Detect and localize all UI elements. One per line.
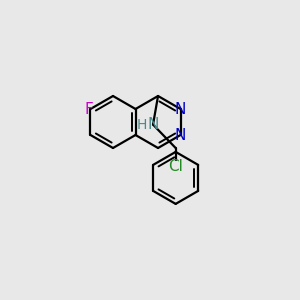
Text: N: N <box>175 128 186 142</box>
Text: N: N <box>175 101 186 116</box>
Text: Cl: Cl <box>168 159 183 174</box>
Text: N: N <box>147 117 159 132</box>
Text: H: H <box>137 118 147 132</box>
Text: F: F <box>84 101 93 116</box>
